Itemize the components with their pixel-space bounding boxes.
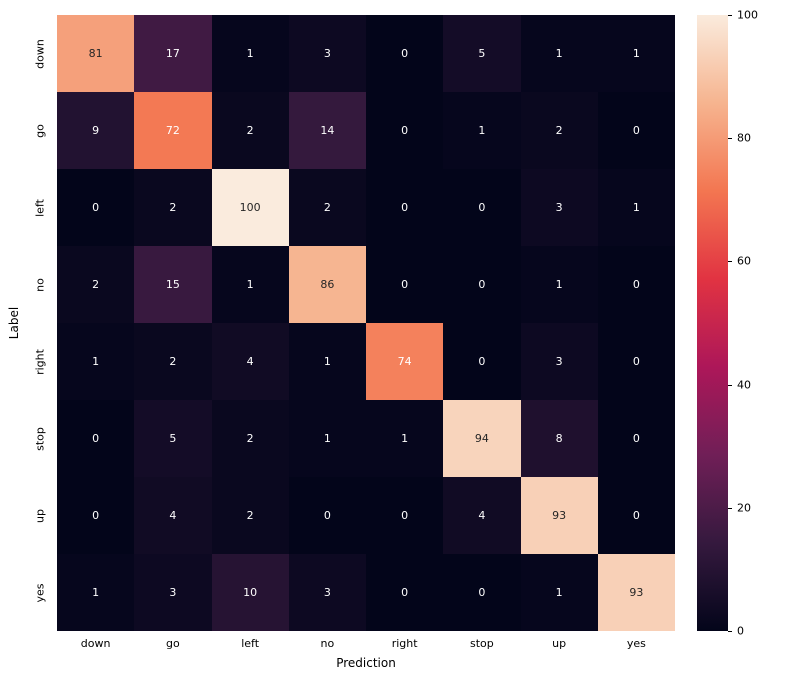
heatmap-cell-right-no: 1 xyxy=(288,323,366,400)
x-tick-label-right: right xyxy=(391,637,418,650)
heatmap-cell-stop-go: 5 xyxy=(134,400,212,477)
heatmap-cell-left-no: 2 xyxy=(288,169,366,246)
heatmap-cell-left-up: 3 xyxy=(520,169,598,246)
heatmap-cell-right-right: 74 xyxy=(366,323,444,400)
heatmap-plot-area: 81 17 1 3 0 5 1 1 9 72 2 14 0 1 2 0 0 2 100 2 0 0 3 1 2 15 1 86 0 0 1 0… xyxy=(57,15,675,631)
y-tick-label-stop: stop xyxy=(33,426,47,451)
colorbar-tick-label-40: 40 xyxy=(737,378,751,392)
colorbar-tick-mark-0 xyxy=(728,631,732,632)
heatmap-cell-yes-right: 0 xyxy=(366,554,444,631)
x-tick-label-down: down xyxy=(80,637,111,650)
heatmap-cell-down-no: 3 xyxy=(288,15,366,92)
heatmap-cell-down-right: 0 xyxy=(366,15,444,92)
heatmap-cell-up-left: 2 xyxy=(211,477,289,554)
heatmap-cell-no-stop: 0 xyxy=(443,246,521,323)
heatmap-cell-yes-no: 3 xyxy=(288,554,366,631)
colorbar-tick-mark-60 xyxy=(728,261,732,263)
y-tick-label-yes: yes xyxy=(33,582,47,603)
heatmap-cell-stop-stop: 94 xyxy=(443,400,521,477)
heatmap-cell-right-yes: 0 xyxy=(597,323,675,400)
heatmap-cell-up-up: 93 xyxy=(520,477,598,554)
heatmap-cell-right-stop: 0 xyxy=(443,323,521,400)
heatmap-cell-up-down: 0 xyxy=(57,477,135,554)
y-tick-label-up: up xyxy=(33,508,47,523)
heatmap-cell-down-stop: 5 xyxy=(443,15,521,92)
heatmap-cell-stop-yes: 0 xyxy=(597,400,675,477)
colorbar-tick-mark-100 xyxy=(728,15,732,16)
x-tick-label-up: up xyxy=(552,637,567,650)
x-tick-label-no: no xyxy=(320,637,335,650)
heatmap-cell-left-left: 100 xyxy=(211,169,289,246)
heatmap-cell-yes-left: 10 xyxy=(211,554,289,631)
heatmap-cell-left-right: 0 xyxy=(366,169,444,246)
heatmap-cell-stop-right: 1 xyxy=(366,400,444,477)
heatmap-cell-up-stop: 4 xyxy=(443,477,521,554)
heatmap-cell-down-left: 1 xyxy=(211,15,289,92)
heatmap-cell-up-yes: 0 xyxy=(597,477,675,554)
x-axis-label: Prediction xyxy=(336,656,396,670)
heatmap-cell-go-down: 9 xyxy=(57,92,135,169)
heatmap-cell-down-down: 81 xyxy=(57,15,135,92)
y-axis-label: Label xyxy=(7,306,21,340)
colorbar-tick-label-20: 20 xyxy=(737,501,751,515)
colorbar-tick-mark-20 xyxy=(728,507,732,509)
heatmap-cell-yes-stop: 0 xyxy=(443,554,521,631)
heatmap-cell-stop-up: 8 xyxy=(520,400,598,477)
heatmap-cell-yes-up: 1 xyxy=(520,554,598,631)
x-tick-label-stop: stop xyxy=(469,637,494,650)
heatmap-cell-down-go: 17 xyxy=(134,15,212,92)
heatmap-cell-no-down: 2 xyxy=(57,246,135,323)
y-tick-label-left: left xyxy=(33,198,47,217)
x-tick-label-go: go xyxy=(166,637,180,650)
heatmap-cell-go-left: 2 xyxy=(211,92,289,169)
heatmap-cell-left-yes: 1 xyxy=(597,169,675,246)
heatmap-cell-no-left: 1 xyxy=(211,246,289,323)
heatmap-cell-up-no: 0 xyxy=(288,477,366,554)
heatmap-cell-go-up: 2 xyxy=(520,92,598,169)
heatmap-cell-yes-go: 3 xyxy=(134,554,212,631)
colorbar-tick-label-80: 80 xyxy=(737,131,751,145)
heatmap-cell-go-right: 0 xyxy=(366,92,444,169)
colorbar-tick-label-100: 100 xyxy=(737,8,758,22)
colorbar-tick-label-0: 0 xyxy=(737,624,744,638)
heatmap-cell-no-yes: 0 xyxy=(597,246,675,323)
heatmap-cell-up-right: 0 xyxy=(366,477,444,554)
heatmap-cell-right-left: 4 xyxy=(211,323,289,400)
colorbar-tick-label-60: 60 xyxy=(737,254,751,268)
heatmap-cell-go-go: 72 xyxy=(134,92,212,169)
colorbar-gradient xyxy=(697,15,728,631)
heatmap-cell-yes-down: 1 xyxy=(57,554,135,631)
x-tick-label-yes: yes xyxy=(626,637,646,650)
colorbar-tick-mark-40 xyxy=(728,384,732,386)
heatmap-cell-down-yes: 1 xyxy=(597,15,675,92)
heatmap-cell-no-go: 15 xyxy=(134,246,212,323)
heatmap-cell-go-yes: 0 xyxy=(597,92,675,169)
y-tick-label-down: down xyxy=(33,38,47,69)
heatmap-cell-down-up: 1 xyxy=(520,15,598,92)
heatmap-cell-stop-down: 0 xyxy=(57,400,135,477)
heatmap-cell-left-down: 0 xyxy=(57,169,135,246)
heatmap-cell-go-stop: 1 xyxy=(443,92,521,169)
heatmap-cell-no-up: 1 xyxy=(520,246,598,323)
heatmap-cell-right-up: 3 xyxy=(520,323,598,400)
heatmap-cell-up-go: 4 xyxy=(134,477,212,554)
heatmap-cell-stop-left: 2 xyxy=(211,400,289,477)
y-tick-label-go: go xyxy=(33,123,47,138)
heatmap-cell-yes-yes: 93 xyxy=(597,554,675,631)
heatmap-cell-right-down: 1 xyxy=(57,323,135,400)
colorbar-tick-mark-80 xyxy=(728,138,732,140)
heatmap-cell-left-stop: 0 xyxy=(443,169,521,246)
heatmap-cell-no-no: 86 xyxy=(288,246,366,323)
y-tick-label-right: right xyxy=(33,348,47,375)
heatmap-cell-stop-no: 1 xyxy=(288,400,366,477)
x-tick-label-left: left xyxy=(241,637,260,650)
heatmap-cell-right-go: 2 xyxy=(134,323,212,400)
y-tick-label-no: no xyxy=(33,277,47,292)
heatmap-cell-no-right: 0 xyxy=(366,246,444,323)
heatmap-cell-left-go: 2 xyxy=(134,169,212,246)
heatmap-cell-go-no: 14 xyxy=(288,92,366,169)
